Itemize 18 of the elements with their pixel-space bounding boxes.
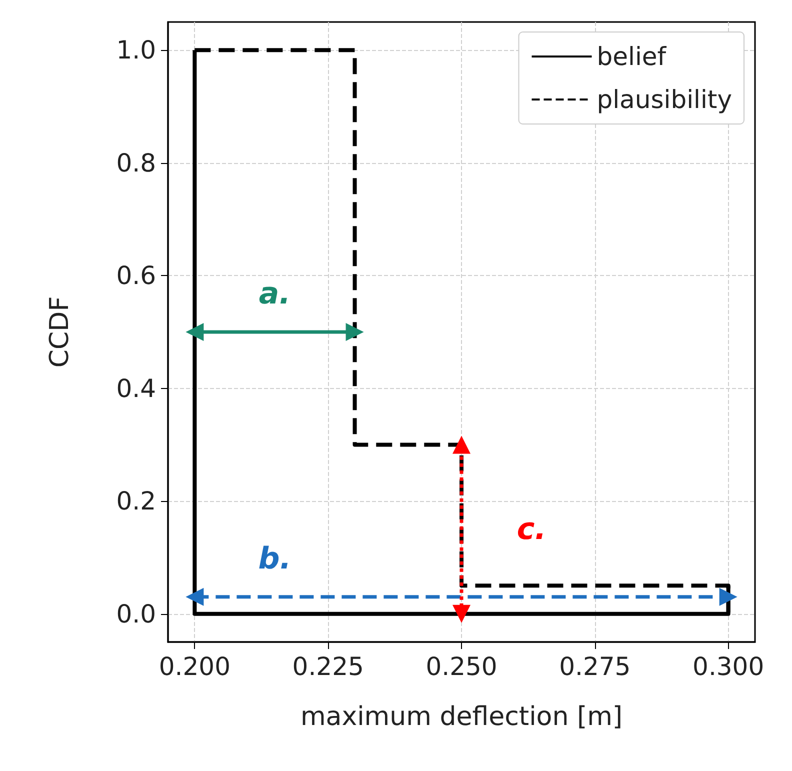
y-axis-title: CCDF xyxy=(45,296,75,368)
y-tick-label: 0.0 xyxy=(116,599,156,628)
x-tick-label: 0.225 xyxy=(292,652,364,681)
annotation: b. xyxy=(258,541,292,576)
x-tick-label: 0.300 xyxy=(692,652,764,681)
annotation: a. xyxy=(258,276,290,312)
y-tick-label: 1.0 xyxy=(116,36,156,65)
x-tick-label: 0.275 xyxy=(559,652,631,681)
annotation: c. xyxy=(516,512,546,547)
legend-label: belief xyxy=(596,42,668,71)
y-tick-label: 0.4 xyxy=(116,374,156,403)
legend-label: plausibility xyxy=(596,85,732,114)
x-tick-label: 0.250 xyxy=(426,652,498,681)
x-tick-label: 0.200 xyxy=(158,652,230,681)
x-axis-title: maximum deflection [m] xyxy=(300,702,623,732)
y-tick-label: 0.6 xyxy=(116,261,156,290)
y-tick-label: 0.8 xyxy=(116,148,156,178)
y-tick-label: 0.2 xyxy=(116,486,156,516)
